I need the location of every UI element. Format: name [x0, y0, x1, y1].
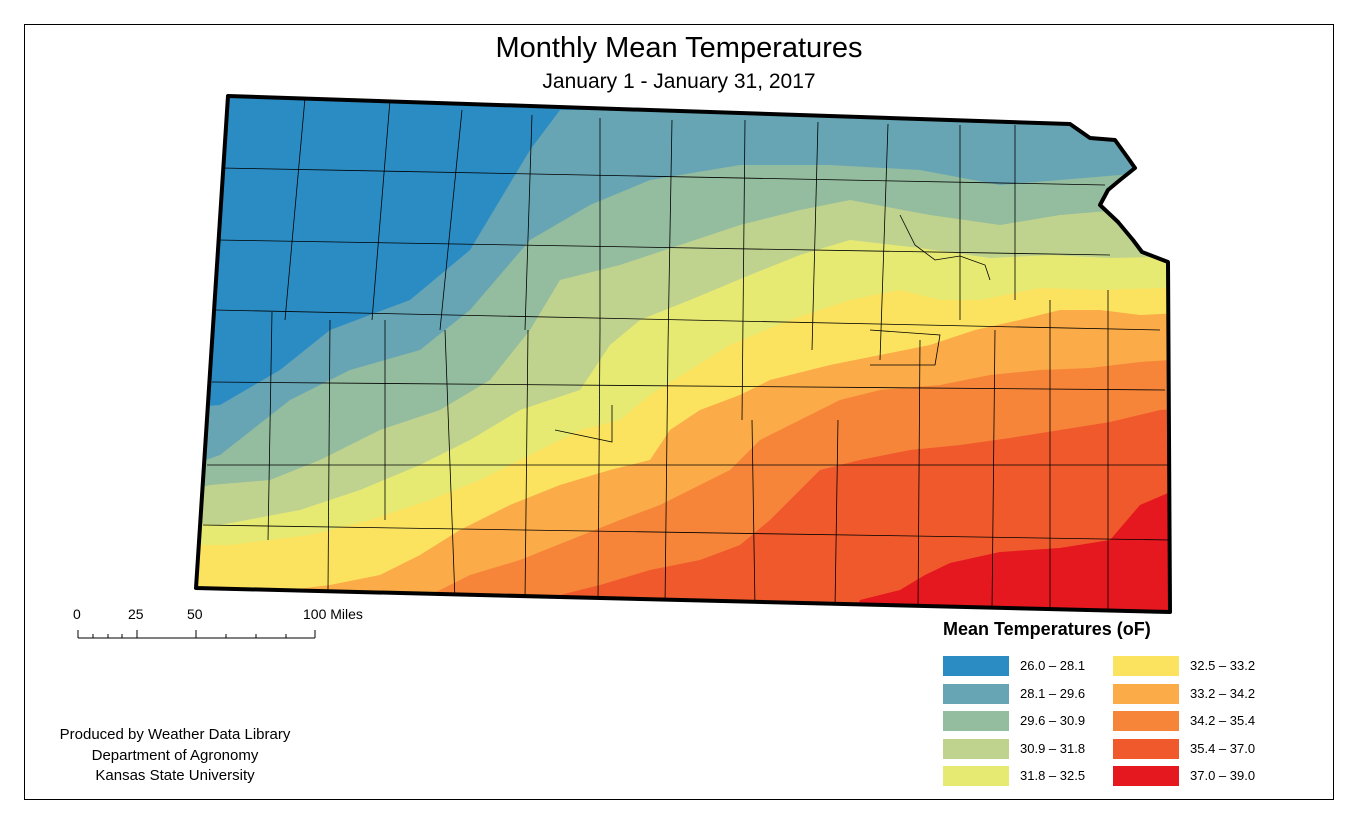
legend-item: 26.0 – 28.1	[943, 656, 1113, 676]
legend-swatch	[943, 739, 1009, 759]
scale-bar	[77, 630, 316, 639]
legend-item: 37.0 – 39.0	[1113, 766, 1283, 786]
legend-label: 28.1 – 29.6	[1020, 686, 1086, 701]
legend-swatch	[943, 656, 1009, 676]
legend-item: 33.2 – 34.2	[1113, 684, 1283, 704]
legend-swatch	[1113, 739, 1179, 759]
credit-line-1: Produced by Weather Data Library	[59, 726, 291, 743]
scale-label-100: 100 Miles	[303, 606, 363, 622]
legend-item: 28.1 – 29.6	[943, 684, 1113, 704]
legend-label: 32.5 – 33.2	[1190, 658, 1256, 673]
legend-item: 34.2 – 35.4	[1113, 711, 1283, 731]
credits: Produced by Weather Data Library Departm…	[20, 725, 330, 787]
scale-label-0: 0	[73, 606, 81, 622]
legend-label: 37.0 – 39.0	[1190, 768, 1256, 783]
map-subtitle: January 1 - January 31, 2017	[542, 70, 816, 93]
legend-item: 35.4 – 37.0	[1113, 739, 1283, 759]
kansas-border	[194, 94, 1172, 614]
legend-label: 29.6 – 30.9	[1020, 713, 1086, 728]
credit-line-2: Department of Agronomy	[91, 746, 259, 764]
credit-line-3: Kansas State University	[95, 767, 255, 784]
legend-swatch	[1113, 656, 1179, 676]
legend-swatch	[943, 766, 1009, 786]
legend-label: 30.9 – 31.8	[1020, 741, 1086, 756]
scale-label-25: 25	[128, 606, 144, 622]
map-title: Monthly Mean Temperatures	[495, 32, 863, 64]
zone-37-0-39-0	[840, 480, 1170, 612]
county-lines	[202, 97, 1170, 611]
legend-item: 29.6 – 30.9	[943, 711, 1113, 731]
legend-label: 31.8 – 32.5	[1020, 768, 1086, 783]
legend-label: 33.2 – 34.2	[1190, 686, 1256, 701]
legend-swatch	[1113, 766, 1179, 786]
legend-label: 34.2 – 35.4	[1190, 713, 1256, 728]
legend-swatch	[943, 711, 1009, 731]
legend-title: Mean Temperatures (oF)	[943, 619, 1151, 639]
legend-swatch	[1113, 711, 1179, 731]
legend-item: 31.8 – 32.5	[943, 766, 1113, 786]
legend-item: 32.5 – 33.2	[1113, 656, 1283, 676]
legend-swatch	[943, 684, 1009, 704]
legend-label: 35.4 – 37.0	[1190, 741, 1256, 756]
scale-label-50: 50	[187, 606, 203, 622]
legend-item: 30.9 – 31.8	[943, 739, 1113, 759]
temperature-zones	[196, 96, 1170, 612]
legend-swatch	[1113, 684, 1179, 704]
legend-label: 26.0 – 28.1	[1020, 658, 1086, 673]
map-frame	[24, 24, 1334, 800]
